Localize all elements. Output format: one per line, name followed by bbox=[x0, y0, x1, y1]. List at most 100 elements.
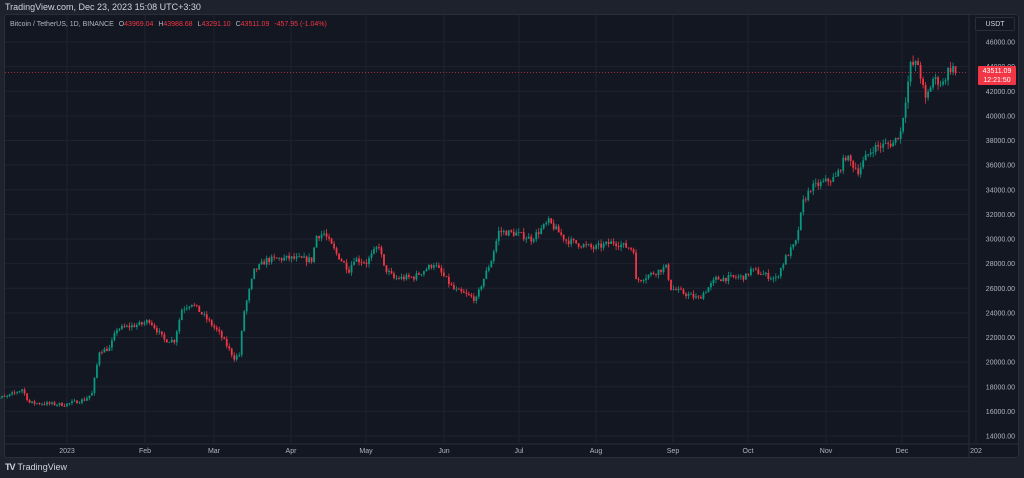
candle-body bbox=[817, 182, 820, 187]
candle-body bbox=[480, 286, 483, 290]
price-tick-label: 30000.00 bbox=[986, 237, 1015, 244]
candle-body bbox=[517, 232, 520, 233]
candle-body bbox=[81, 399, 83, 403]
candle-body bbox=[318, 236, 320, 239]
candle-body bbox=[305, 256, 308, 263]
candle-body bbox=[949, 67, 952, 73]
brand-name: TradingView bbox=[17, 462, 68, 472]
candle-body bbox=[762, 274, 765, 275]
candle-body bbox=[632, 249, 635, 253]
candle-body bbox=[672, 289, 675, 290]
candle-body bbox=[435, 265, 438, 267]
candle-body bbox=[734, 276, 737, 278]
candle-body bbox=[58, 402, 61, 405]
candle-body bbox=[715, 277, 717, 280]
candle-body bbox=[200, 312, 203, 315]
candle-body bbox=[365, 262, 368, 264]
candle-body bbox=[308, 257, 311, 263]
candle-body bbox=[96, 364, 98, 378]
candle-body bbox=[637, 279, 640, 281]
candle-body bbox=[455, 288, 458, 290]
candle-body bbox=[507, 230, 510, 236]
candle-body bbox=[180, 309, 183, 321]
candle-body bbox=[168, 342, 171, 343]
price-tick-label: 42000.00 bbox=[986, 89, 1015, 96]
candle-body bbox=[270, 256, 273, 263]
candle-body bbox=[919, 65, 922, 79]
currency-unit-button[interactable]: USDT bbox=[975, 17, 1015, 31]
candle-body bbox=[238, 354, 241, 356]
candle-body bbox=[939, 84, 942, 86]
candle-body bbox=[799, 212, 802, 231]
candle-body bbox=[116, 330, 118, 334]
candle-body bbox=[28, 399, 31, 403]
candle-body bbox=[642, 280, 645, 281]
candle-body bbox=[240, 331, 243, 355]
candle-body bbox=[370, 253, 373, 258]
candle-body bbox=[410, 276, 413, 278]
candle-body bbox=[532, 239, 535, 242]
candle-body bbox=[710, 283, 712, 288]
candle-body bbox=[462, 291, 465, 293]
time-tick-label: Jun bbox=[438, 448, 449, 455]
candle-body bbox=[215, 327, 218, 330]
candle-body bbox=[173, 339, 176, 343]
candle-body bbox=[540, 228, 543, 234]
candle-body bbox=[153, 325, 156, 329]
candle-body bbox=[101, 352, 103, 354]
candle-body bbox=[73, 400, 76, 402]
candle-body bbox=[243, 311, 246, 332]
candle-body bbox=[675, 289, 677, 291]
candle-body bbox=[705, 292, 707, 294]
candle-body bbox=[415, 273, 418, 280]
candle-body bbox=[794, 240, 797, 245]
candle-body bbox=[560, 232, 563, 235]
candle-body bbox=[208, 319, 211, 321]
candle-body bbox=[253, 268, 256, 279]
candle-body bbox=[178, 320, 181, 332]
candle-body bbox=[670, 279, 672, 290]
candle-body bbox=[228, 346, 231, 349]
candle-body bbox=[552, 223, 555, 230]
chart-panel[interactable] bbox=[4, 14, 1019, 458]
time-tick-label: Oct bbox=[743, 448, 754, 455]
price-tick-label: 14000.00 bbox=[986, 434, 1015, 441]
change-value: -457.95 (-1.04%) bbox=[274, 21, 327, 28]
candle-body bbox=[150, 322, 153, 326]
candle-body bbox=[779, 268, 782, 277]
footer-branding[interactable]: TV TradingView bbox=[5, 462, 67, 472]
top-bar: TradingView.com, Dec 23, 2023 15:08 UTC+… bbox=[0, 0, 1024, 14]
time-tick-label: Aug bbox=[590, 448, 603, 455]
candle-body bbox=[43, 404, 46, 405]
candle-body bbox=[527, 236, 530, 239]
candle-body bbox=[545, 222, 548, 225]
candle-body bbox=[445, 276, 448, 277]
candle-body bbox=[929, 87, 932, 92]
candle-body bbox=[575, 240, 578, 244]
candle-body bbox=[490, 261, 493, 268]
price-tick-label: 40000.00 bbox=[986, 113, 1015, 120]
candle-body bbox=[477, 289, 480, 297]
ohlc-legend: Bitcoin / TetherUS, 1D, BINANCE O43969.0… bbox=[10, 21, 330, 28]
candle-body bbox=[944, 80, 947, 82]
candle-body bbox=[363, 262, 365, 264]
time-tick-label: May bbox=[359, 448, 373, 455]
candle-body bbox=[355, 258, 358, 262]
candle-body bbox=[754, 268, 757, 270]
candle-body bbox=[338, 253, 340, 260]
candle-body bbox=[772, 277, 775, 279]
candle-body bbox=[707, 287, 710, 293]
candle-body bbox=[48, 402, 51, 404]
candle-body bbox=[405, 275, 408, 280]
candle-body bbox=[660, 269, 662, 273]
candle-body bbox=[749, 268, 752, 275]
candle-body bbox=[285, 255, 288, 258]
candle-body bbox=[567, 240, 570, 245]
candle-body bbox=[68, 403, 71, 404]
candle-body bbox=[295, 256, 298, 259]
candle-body bbox=[420, 274, 423, 275]
candle-body bbox=[665, 264, 667, 268]
candle-body bbox=[727, 275, 730, 282]
candle-body bbox=[595, 245, 598, 249]
